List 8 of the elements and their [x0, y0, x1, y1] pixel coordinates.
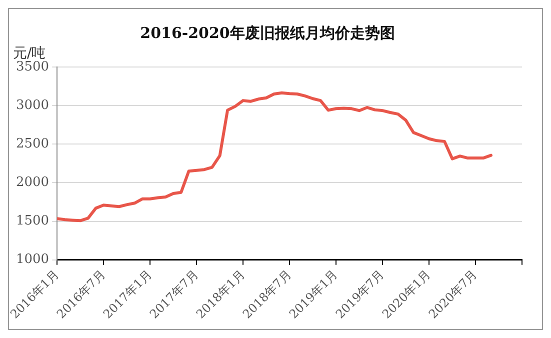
y-tick-label: 1000 — [16, 252, 50, 268]
chart-title: 2016-2020年废旧报纸月均价走势图 — [140, 24, 395, 42]
y-axis-title: 元/吨 — [13, 46, 46, 62]
y-tick-label: 3000 — [16, 98, 50, 113]
y-tick-label: 2000 — [16, 175, 50, 190]
y-tick-label: 1500 — [16, 214, 50, 229]
y-tick-label: 2500 — [16, 136, 50, 152]
y-tick-label: 3500 — [16, 59, 50, 74]
